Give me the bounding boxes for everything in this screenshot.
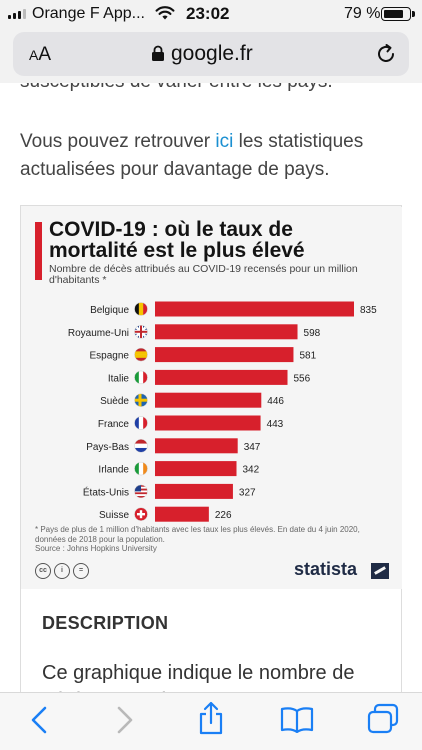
attribution-icon: i	[54, 563, 70, 579]
chart-footnote: * Pays de plus de 1 million d'habitants …	[35, 525, 385, 554]
bar	[155, 347, 294, 363]
status-bar: Orange F App... 23:02 79 %	[0, 0, 422, 28]
chart-subtitle: Nombre de décès attribués au COVID-19 re…	[49, 263, 358, 286]
category-label: Royaume-Uni	[68, 328, 129, 339]
value-label: 327	[239, 487, 256, 498]
bar	[155, 324, 298, 340]
ireland-flag	[134, 462, 148, 476]
carrier-name: Orange F App...	[32, 5, 145, 22]
wifi-icon	[155, 6, 175, 20]
category-label: États-Unis	[83, 485, 129, 498]
bar	[155, 506, 209, 522]
category-label: Suède	[100, 396, 129, 407]
bar	[155, 369, 288, 385]
value-label: 581	[299, 351, 316, 362]
tabs-icon[interactable]	[366, 703, 400, 735]
value-label: 226	[215, 510, 232, 521]
browser-address-area: AA google.fr	[0, 28, 422, 83]
description-heading: DESCRIPTION	[42, 613, 169, 633]
clock: 23:02	[186, 4, 230, 23]
value-label: 556	[294, 373, 311, 384]
statista-logo-mark	[371, 563, 389, 579]
mortality-bar-chart: Belgique 835 Royaume-Uni 598 Espagne 581 Itali…	[68, 301, 377, 522]
battery-icon	[381, 7, 415, 21]
value-label: 598	[304, 328, 321, 339]
title-accent-bar	[35, 222, 42, 280]
web-page-content[interactable]: susceptibles de varier entre les pays. V…	[0, 83, 422, 692]
category-label: Espagne	[90, 351, 130, 362]
stats-link[interactable]: ici	[215, 131, 234, 152]
chart-title: COVID-19 : où le taux de mortalité est l…	[49, 218, 305, 262]
france-flag	[134, 416, 148, 430]
bar	[155, 461, 237, 477]
belgium-flag	[134, 302, 148, 316]
creative-commons-icon: cc	[35, 563, 51, 579]
chart-source: Source : Johns Hopkins University	[35, 544, 157, 553]
value-label: 347	[244, 442, 261, 453]
bar	[155, 415, 261, 431]
bar	[155, 438, 238, 454]
back-icon[interactable]	[28, 705, 52, 735]
address-bar[interactable]: AA google.fr	[13, 32, 409, 76]
article-paragraph: Vous pouvez retrouver ici les statistiqu…	[20, 131, 364, 180]
bar	[155, 301, 354, 317]
description-section: DESCRIPTION Ce graphique indique le nomb…	[21, 589, 401, 692]
spain-flag	[134, 348, 148, 362]
uk-flag	[134, 325, 148, 339]
cellular-signal-icon	[8, 9, 26, 19]
value-label: 342	[243, 465, 260, 476]
no-derivatives-icon: =	[73, 563, 89, 579]
forward-icon[interactable]	[112, 705, 136, 735]
netherlands-flag	[134, 439, 148, 453]
bar	[155, 392, 262, 408]
switzerland-flag	[134, 507, 148, 521]
category-label: Irlande	[98, 465, 129, 476]
browser-toolbar	[0, 692, 422, 750]
category-label: France	[98, 419, 130, 430]
license-icons: cc i =	[35, 563, 89, 579]
url-domain[interactable]: google.fr	[171, 42, 253, 65]
reload-icon[interactable]	[375, 43, 397, 65]
infographic-card: COVID-19 : où le taux de mortalité est l…	[20, 205, 402, 692]
value-label: 835	[360, 305, 377, 316]
battery-percent: 79 %	[344, 5, 381, 22]
sweden-flag	[134, 393, 148, 407]
category-label: Pays-Bas	[86, 442, 129, 453]
article-previous-line: susceptibles de varier entre les pays.	[20, 83, 333, 93]
bookmarks-icon[interactable]	[280, 705, 314, 733]
category-label: Suisse	[99, 510, 129, 521]
lock-icon	[152, 45, 164, 61]
statista-infographic: COVID-19 : où le taux de mortalité est l…	[22, 207, 402, 589]
bar	[155, 483, 233, 499]
usa-flag	[134, 484, 148, 498]
italy-flag	[134, 370, 148, 384]
category-label: Italie	[108, 373, 130, 384]
share-icon[interactable]	[196, 701, 226, 735]
statista-logo: statista	[294, 559, 358, 579]
value-label: 443	[267, 419, 284, 430]
description-text: Ce graphique indique le nombre de décès …	[42, 662, 355, 692]
text-size-button[interactable]: AA	[29, 44, 52, 65]
category-label: Belgique	[90, 305, 129, 316]
value-label: 446	[267, 396, 284, 407]
